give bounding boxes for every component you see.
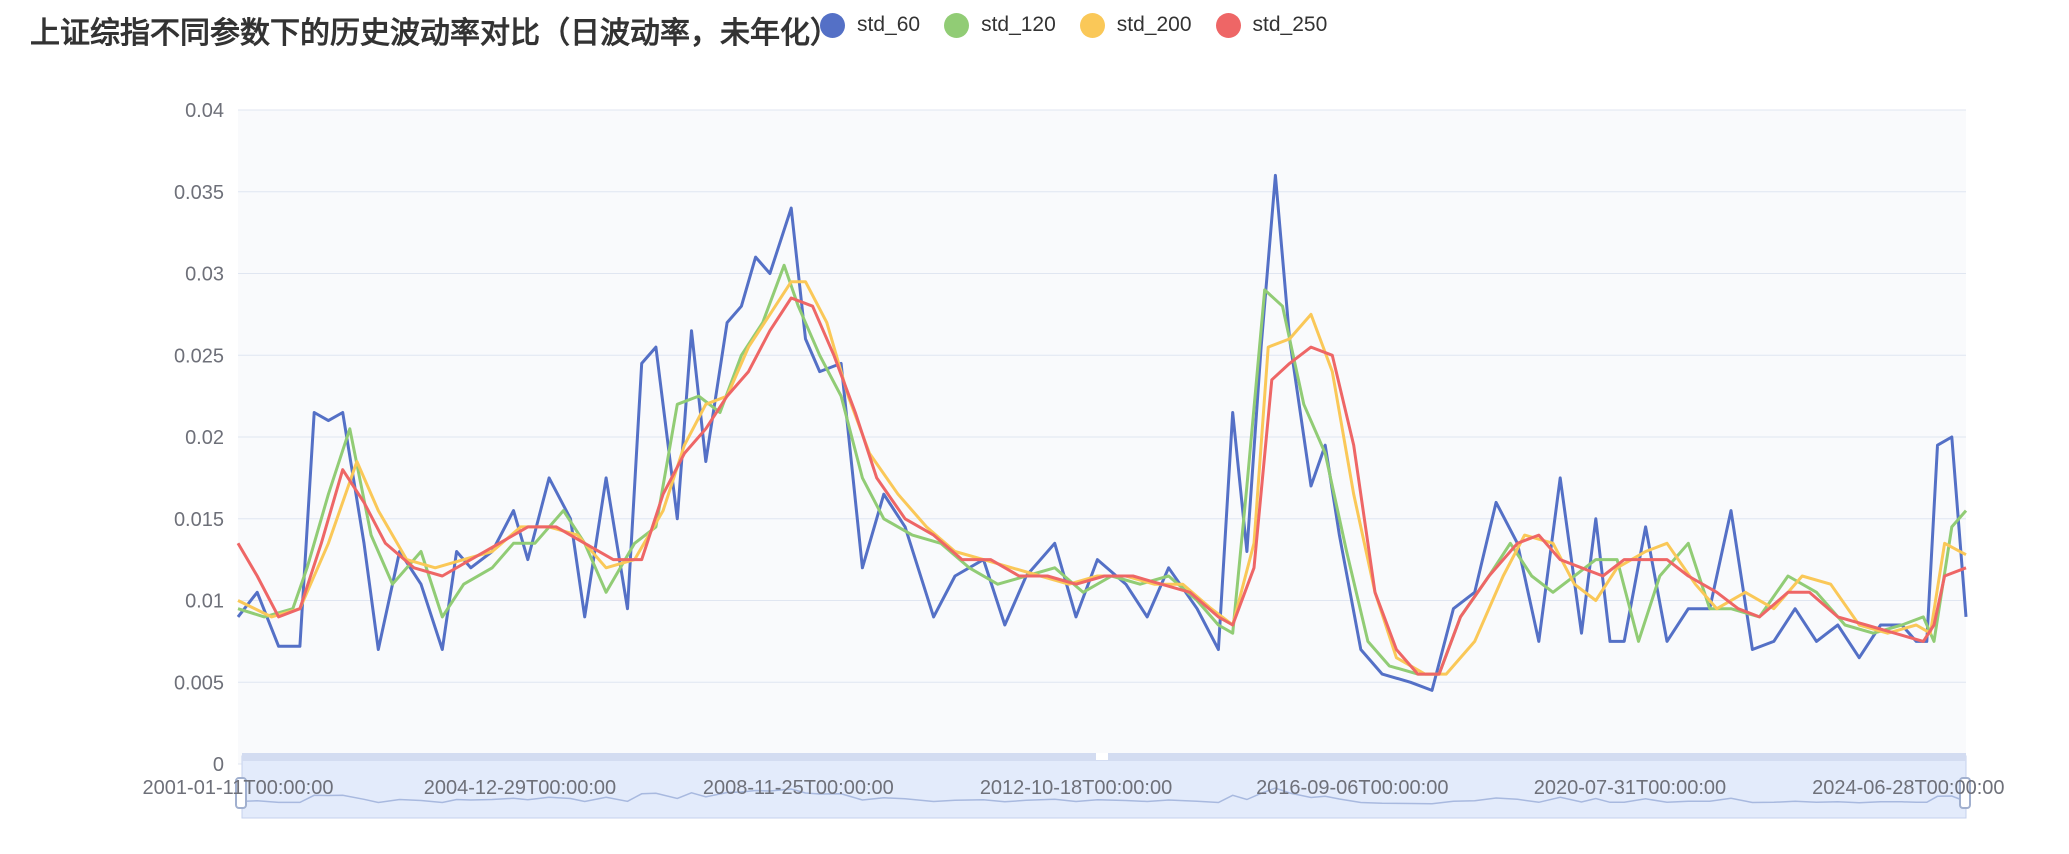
series-line-std-60 [236, 173, 1968, 692]
x-tick-label: 2008-11-25T00:00:00 [703, 777, 894, 799]
y-tick-label: 0.01 [185, 591, 224, 613]
grid-layer [238, 109, 1966, 765]
legend-label: std_120 [981, 13, 1056, 36]
chart-title: 上证综指不同参数下的历史波动率对比（日波动率，未年化） [30, 16, 840, 51]
y-tick-label: 0.03 [185, 264, 224, 286]
series-layer [236, 173, 1968, 692]
slider-right-handle[interactable] [1959, 777, 1971, 809]
y-tick-label: 0.015 [174, 509, 224, 531]
y-tick-label: 0.025 [174, 345, 224, 367]
y-axis: 0 0.005 0.01 0.015 0.02 0.025 0.03 0.035 0.04 [174, 100, 224, 776]
datazoom-slider[interactable] [235, 753, 1971, 819]
series-line-std-250 [236, 296, 1967, 676]
legend-label: std_60 [857, 13, 921, 36]
slider-move-handle[interactable] [1096, 753, 1108, 760]
x-tick-label: 2004-12-29T00:00:00 [424, 777, 616, 799]
y-tick-label: 0.04 [185, 100, 224, 122]
legend-item-std-250[interactable]: std_250 [1215, 12, 1328, 38]
slider-left-handle[interactable] [235, 777, 247, 809]
legend-swatch [1215, 12, 1241, 38]
legend-item-std-60[interactable]: std_60 [820, 12, 921, 38]
legend-label: std_200 [1116, 13, 1192, 36]
x-tick-label: 2012-10-18T00:00:00 [980, 777, 1172, 799]
x-tick-label: 2001-01-11T00:00:00 [143, 777, 334, 799]
series-line-std-120 [237, 263, 1968, 676]
legend-item-std-200[interactable]: std_200 [1079, 12, 1192, 38]
y-tick-label: 0.02 [185, 427, 224, 449]
legend-label: std_250 [1252, 13, 1328, 36]
legend-swatch [1079, 12, 1105, 38]
y-tick-label: 0 [213, 754, 224, 776]
y-tick-label: 0.035 [174, 182, 224, 204]
x-tick-label: 2020-07-31T00:00:00 [1534, 777, 1726, 799]
x-tick-label: 2016-09-06T00:00:00 [1256, 777, 1448, 799]
legend-swatch [944, 12, 970, 38]
legend-swatch [820, 12, 845, 38]
legend: std_60 std_120 std_200 std_250 [820, 10, 1351, 40]
slider-preview-line [237, 787, 1967, 805]
y-tick-label: 0.005 [174, 672, 224, 694]
x-tick-label: 2024-06-28T00:00:00 [1812, 777, 2004, 799]
legend-item-std-120[interactable]: std_120 [944, 12, 1056, 38]
x-axis: 2001-01-11T00:00:00 2004-12-29T00:00:00 20… [143, 777, 2005, 799]
